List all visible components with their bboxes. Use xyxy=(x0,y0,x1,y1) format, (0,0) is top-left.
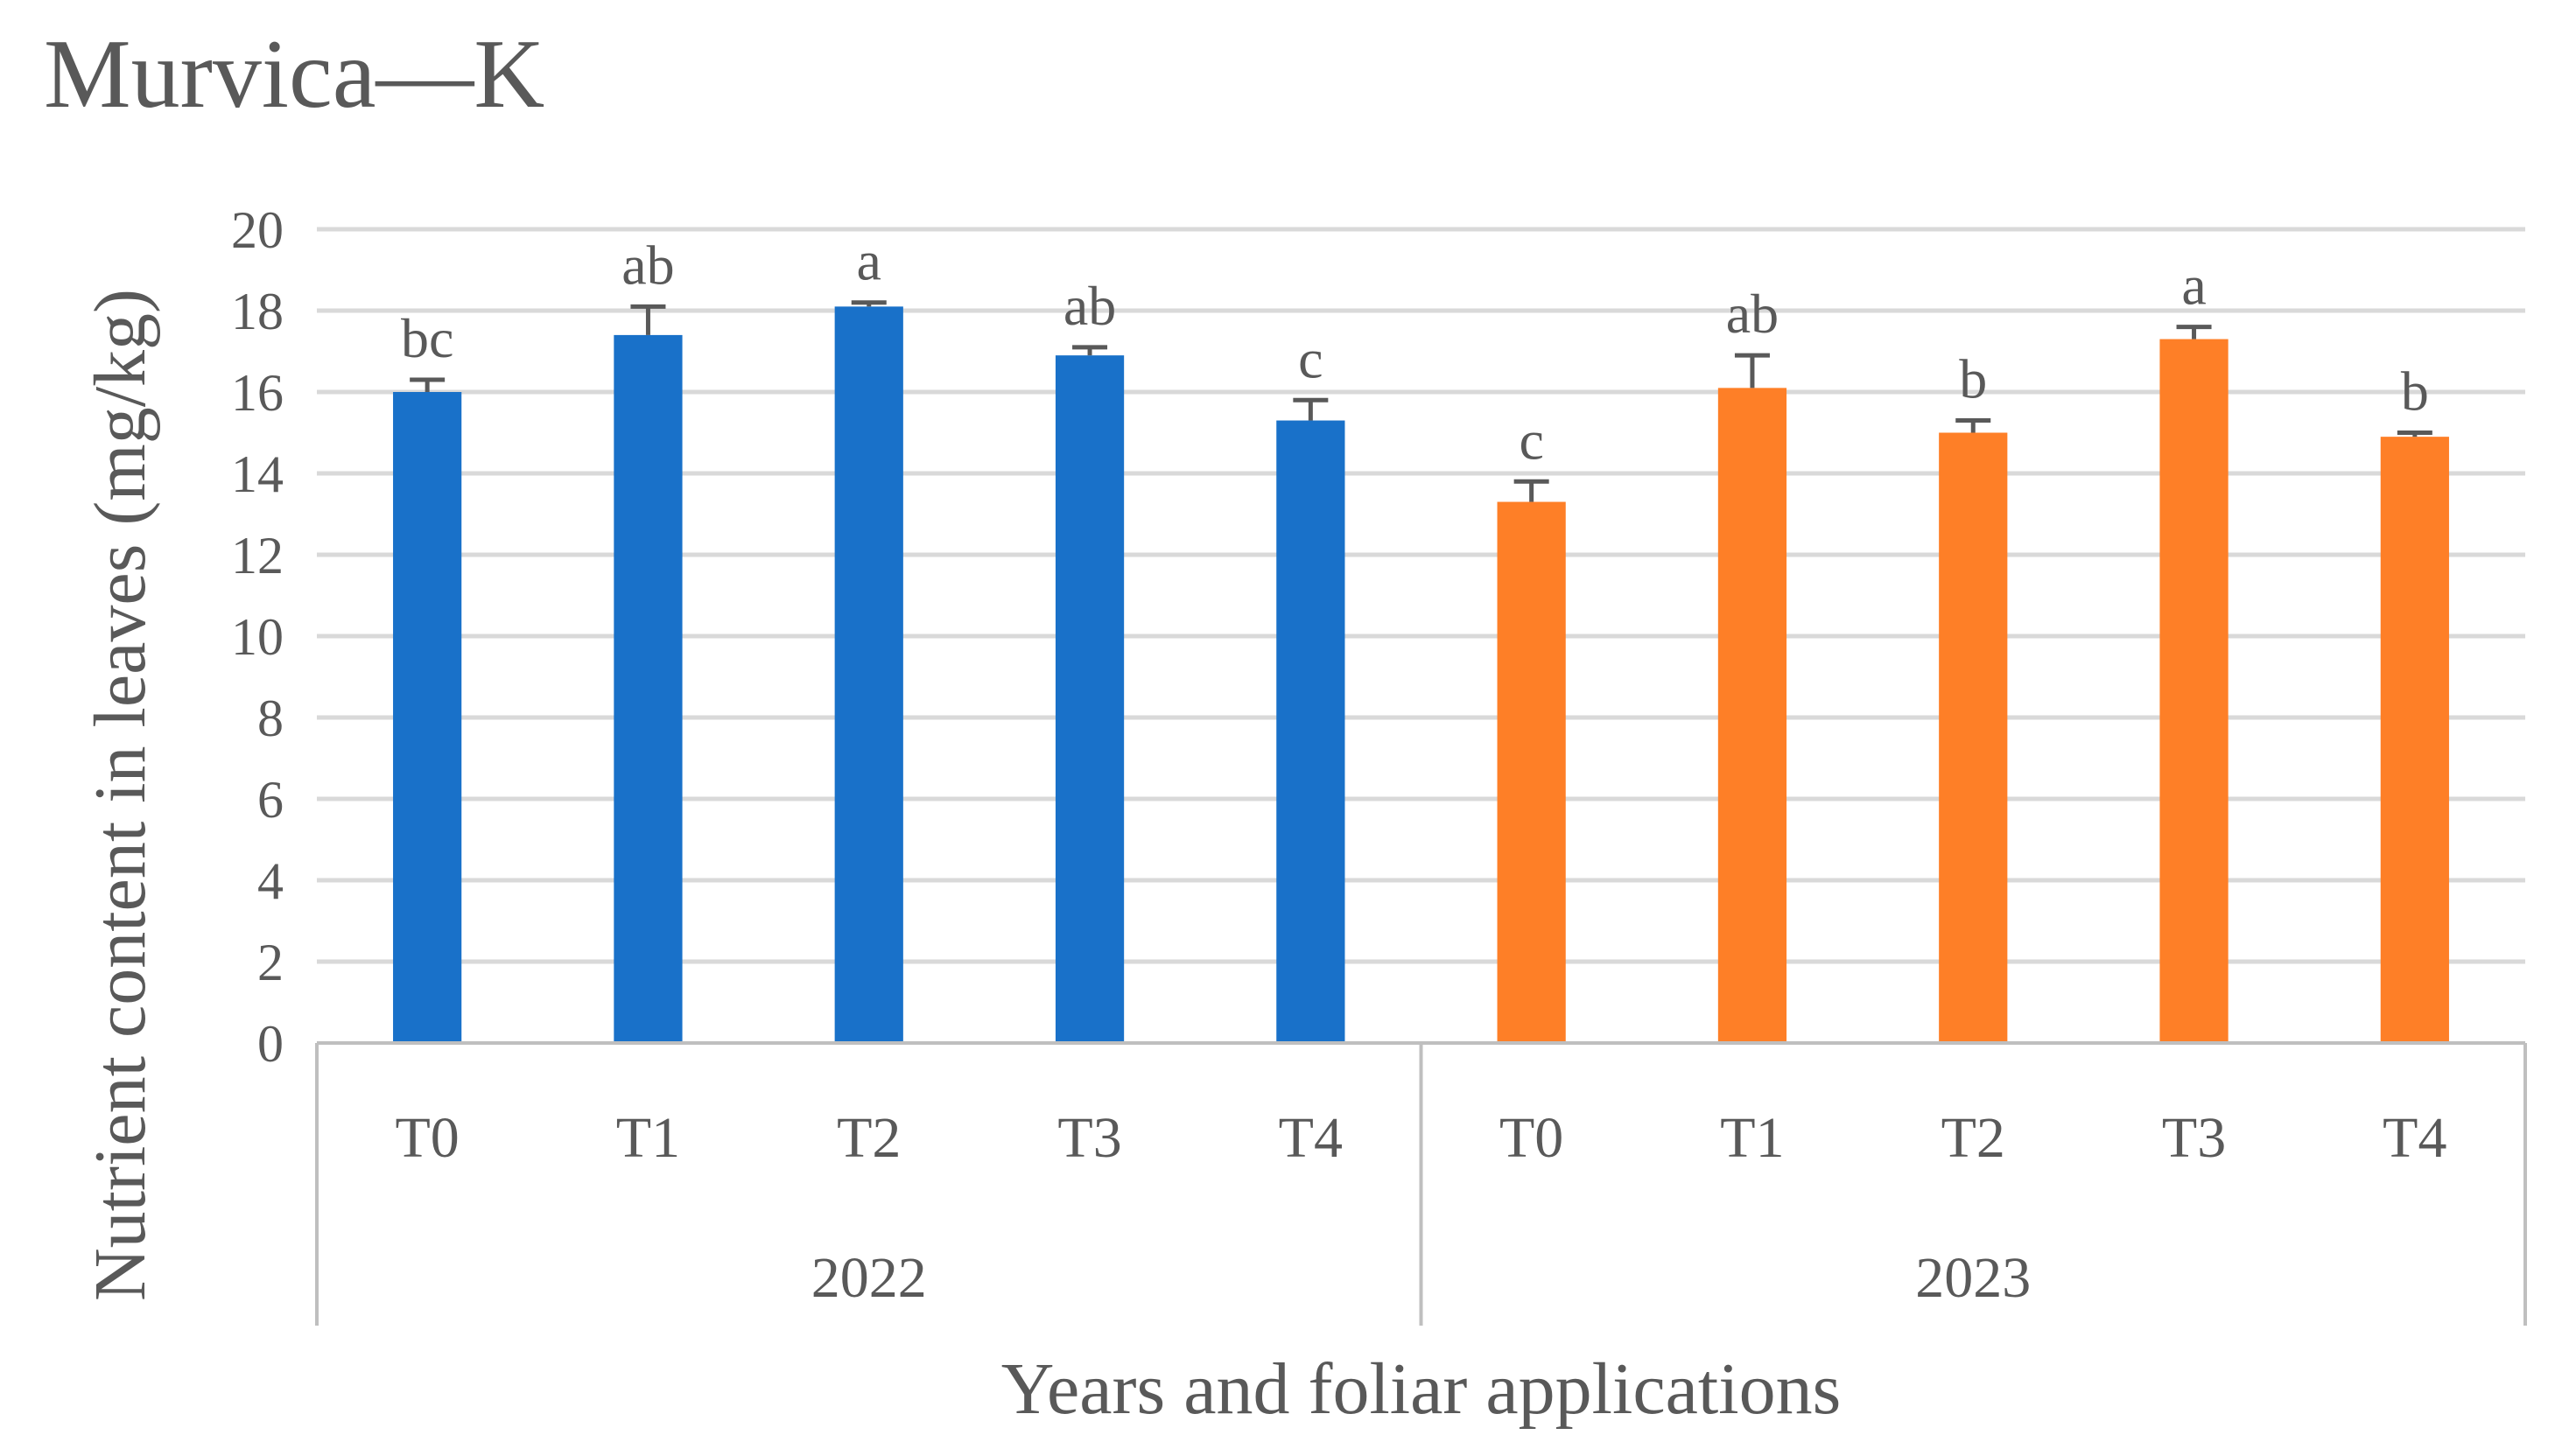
y-tick-label: 12 xyxy=(231,527,284,584)
significance-letter: ab xyxy=(1063,275,1116,337)
bar xyxy=(1717,388,1787,1044)
bar xyxy=(1276,420,1345,1043)
x-category-label: T2 xyxy=(1941,1106,2005,1170)
bars xyxy=(393,306,2449,1044)
y-tick-label: 20 xyxy=(231,201,284,259)
significance-letter: ab xyxy=(1726,283,1779,345)
x-category-label: T0 xyxy=(395,1106,459,1170)
y-tick-label: 10 xyxy=(231,608,284,666)
significance-letter: a xyxy=(857,230,881,292)
bar xyxy=(1055,355,1125,1043)
significance-letter: b xyxy=(1959,348,1987,410)
bar xyxy=(1497,501,1566,1043)
x-category-label: T3 xyxy=(2162,1106,2226,1170)
bar xyxy=(834,306,903,1044)
x-group-label: 2022 xyxy=(811,1246,927,1310)
significance-letter: b xyxy=(2401,360,2429,423)
y-tick-label: 4 xyxy=(257,852,284,910)
y-tick-label: 6 xyxy=(257,771,284,829)
error-bars xyxy=(410,300,2432,502)
significance-letter: a xyxy=(2181,255,2206,317)
y-tick-label: 8 xyxy=(257,690,284,747)
y-tick-label: 14 xyxy=(231,445,284,503)
significance-letter: bc xyxy=(401,307,453,369)
x-category-label: T0 xyxy=(1499,1106,1563,1170)
chart-title: Murvica—K xyxy=(44,20,544,129)
gridlines xyxy=(317,227,2525,964)
y-tick-label: 0 xyxy=(257,1015,284,1073)
bar xyxy=(2159,339,2229,1043)
bar xyxy=(1939,432,2008,1043)
x-category-label: T4 xyxy=(2383,1106,2446,1170)
y-axis-ticks: 0 2 4 6 8 10 12 14 16 18 20 xyxy=(231,201,284,1073)
x-category-label: T1 xyxy=(616,1106,680,1170)
y-tick-label: 18 xyxy=(231,283,284,340)
x-category-label: T3 xyxy=(1057,1106,1121,1170)
x-category-label: T4 xyxy=(1279,1106,1343,1170)
significance-letter: c xyxy=(1519,409,1543,471)
x-category-label: T1 xyxy=(1720,1106,1784,1170)
y-tick-label: 2 xyxy=(257,934,284,991)
significance-letter: ab xyxy=(621,234,674,296)
significance-letter: c xyxy=(1298,327,1323,389)
bar xyxy=(614,334,683,1043)
y-axis-title: Nutrient content in leaves (mg/kg) xyxy=(80,289,161,1301)
x-group-label: 2023 xyxy=(1915,1246,2031,1310)
y-tick-label: 16 xyxy=(231,364,284,422)
bar xyxy=(2380,437,2449,1043)
x-category-label: T2 xyxy=(837,1106,901,1170)
x-axis: T0 T1 T2 T3 T4 2022 T0 T1 T2 T3 T4 2023 xyxy=(315,1041,2527,1326)
x-axis-title: Years and foliar applications xyxy=(1001,1348,1842,1430)
bar xyxy=(393,392,462,1043)
